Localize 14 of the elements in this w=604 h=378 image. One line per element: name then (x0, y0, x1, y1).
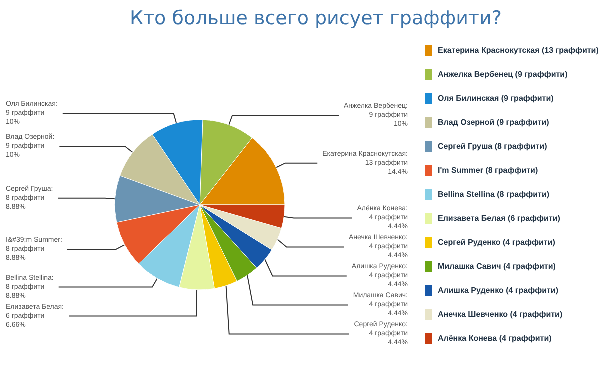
legend-label: I'm Summer (8 граффити) (438, 166, 538, 175)
chart-title: Кто больше всего рисует граффити? (130, 8, 502, 30)
legend-label: Алишка Руденко (4 граффити) (438, 286, 559, 295)
legend-label: Влад Озерной (9 граффити) (438, 118, 550, 127)
legend-label: Анечка Шевченко (4 граффити) (438, 310, 563, 319)
legend-label: Елизавета Белая (6 граффити) (438, 214, 561, 223)
legend-label: Сергей Руденко (4 граффити) (438, 238, 556, 247)
legend-label: Екатерина Краснокутская (13 граффити) (438, 46, 600, 55)
legend-label: Оля Билинская (9 граффити) (438, 94, 554, 103)
legend-label: Милашка Савич (4 граффити) (438, 262, 556, 271)
legend-label: Алёнка Конева (4 граффити) (438, 334, 552, 343)
legend-label: Сергей Груша (8 граффити) (438, 142, 548, 151)
legend-label: Bellina Stellina (8 граффити) (438, 190, 550, 199)
legend-label: Анжелка Вербенец (9 граффити) (438, 70, 568, 79)
